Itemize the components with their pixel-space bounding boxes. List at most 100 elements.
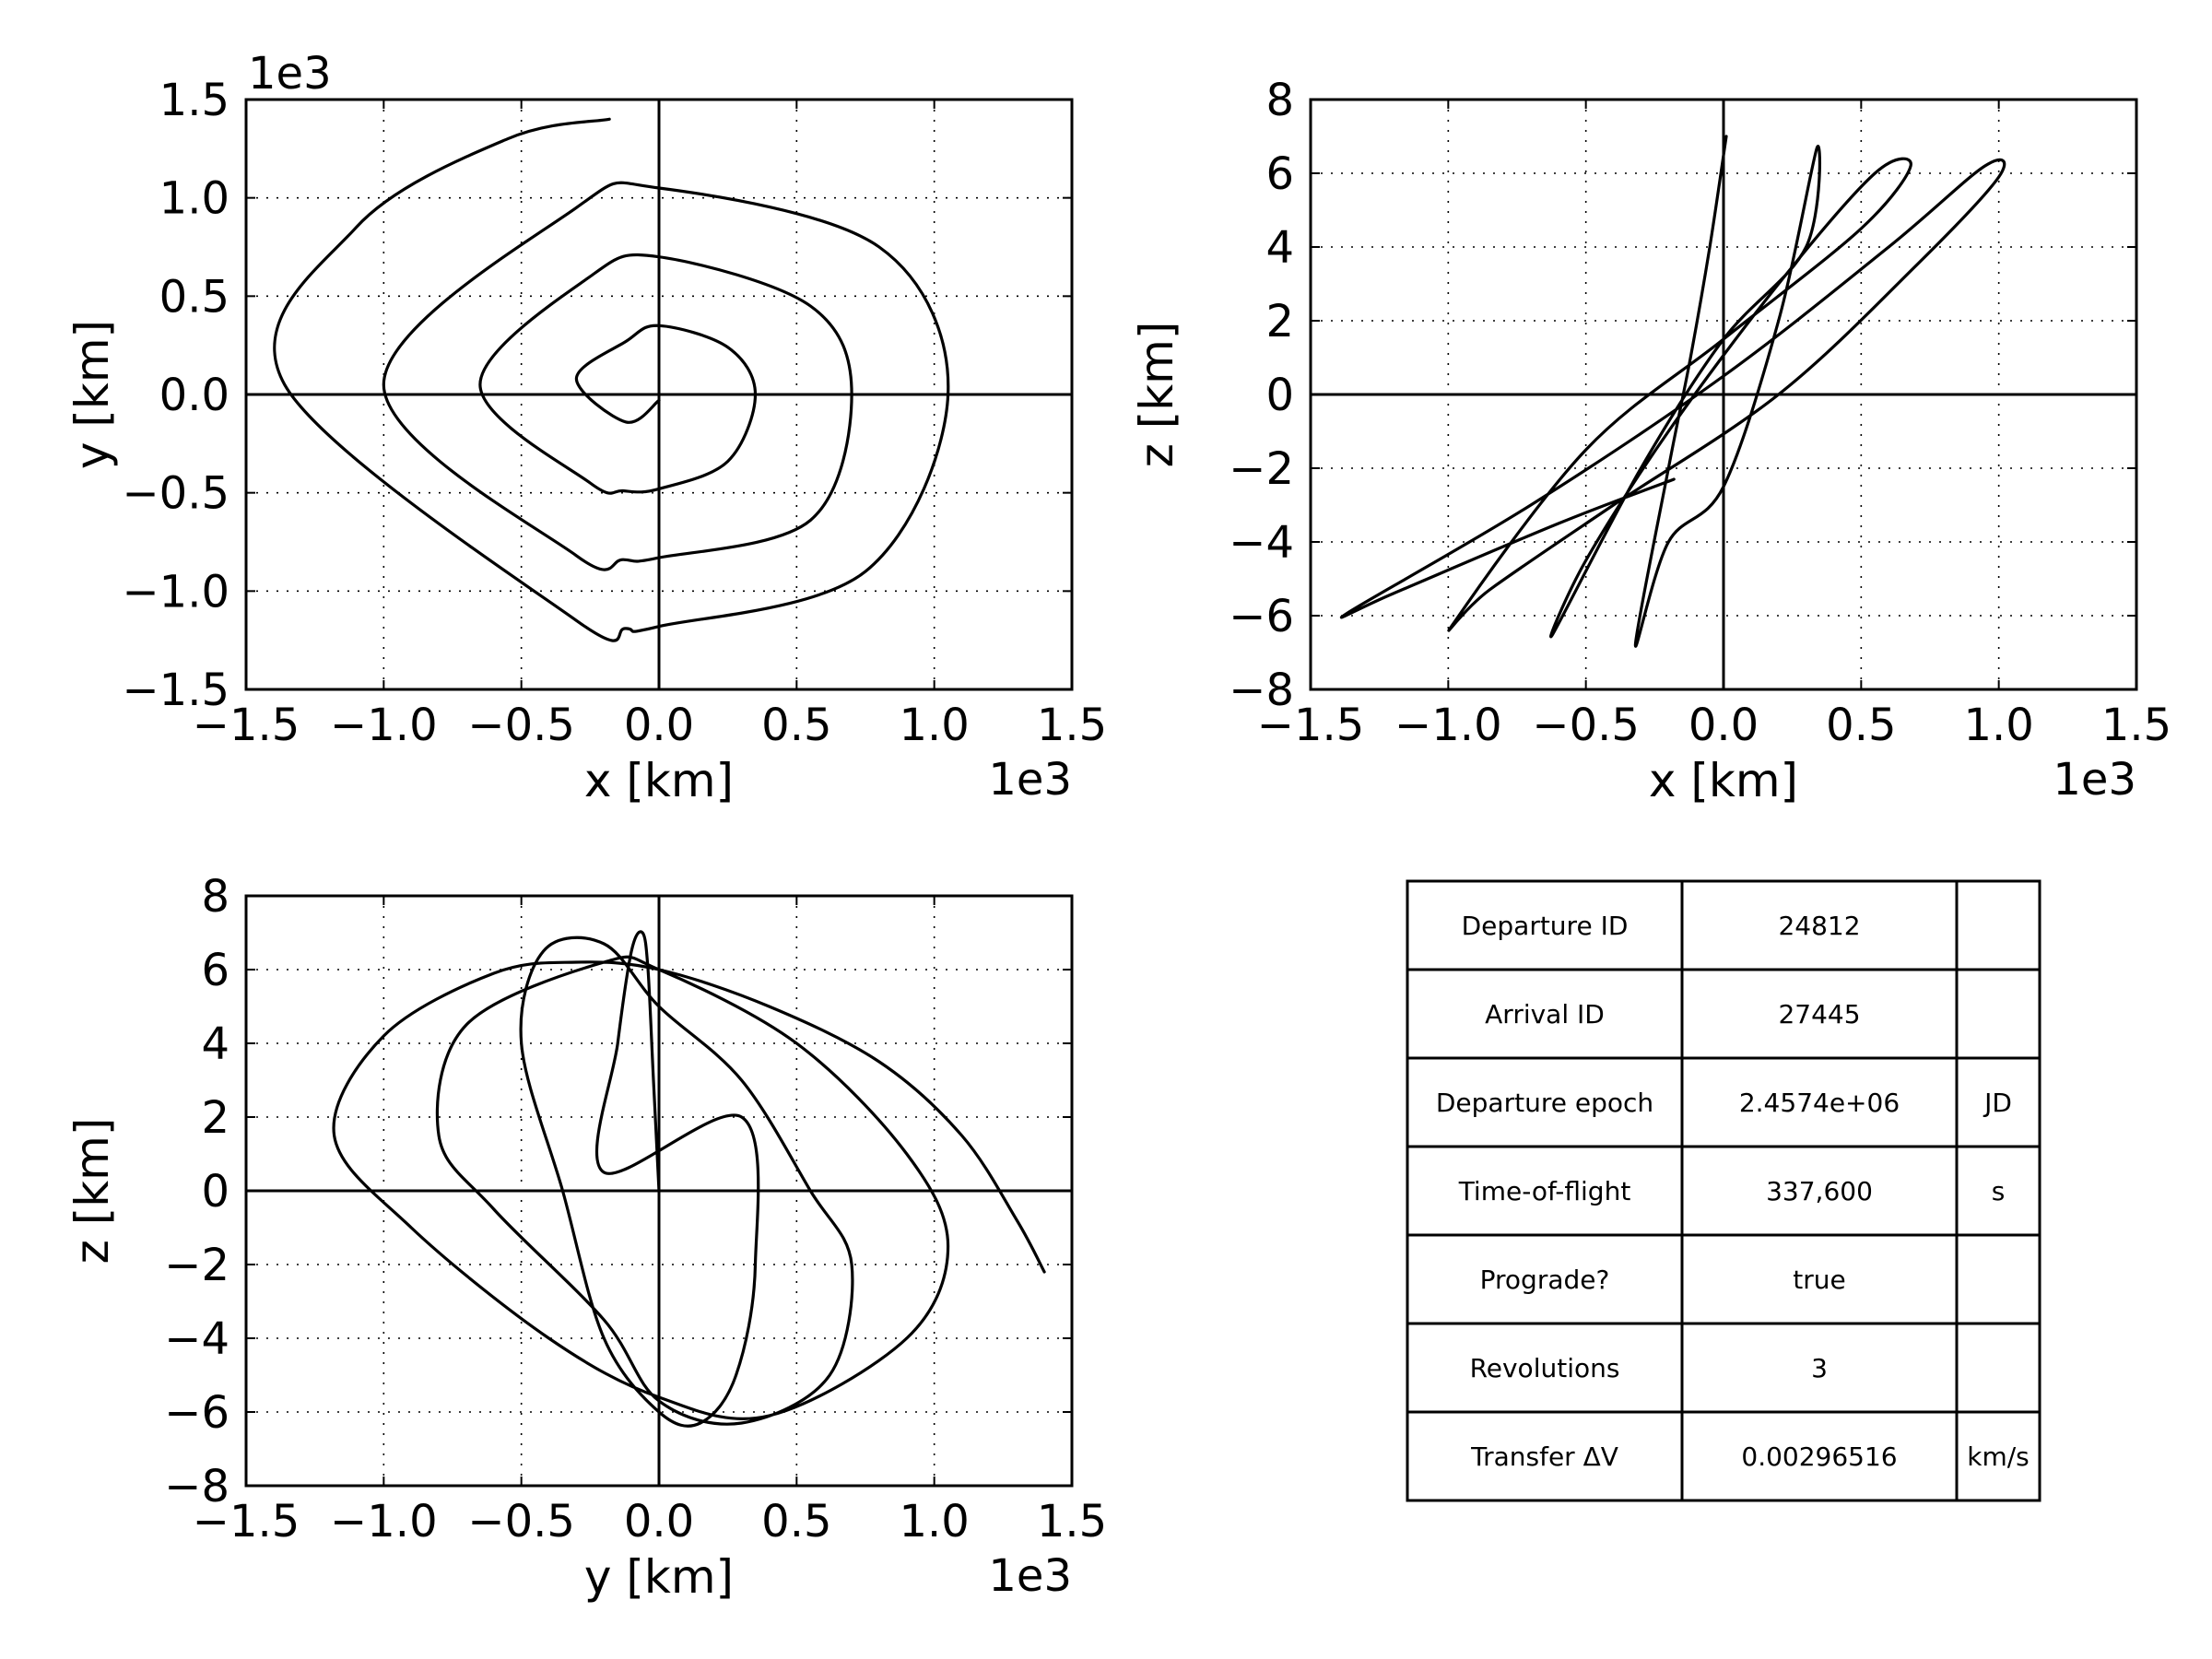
x-offset-label: 1e3: [988, 1550, 1072, 1602]
table-cell: [1680, 1145, 1959, 1237]
x-tick-label: 0.0: [1688, 700, 1759, 751]
table-cell-text: Departure ID: [1462, 911, 1629, 941]
table-cell-text: Prograde?: [1480, 1265, 1610, 1295]
table-cell: [1955, 1410, 2041, 1502]
table-cell-text: km/s: [1967, 1441, 2030, 1472]
table-cell-text: 24812: [1778, 911, 1860, 941]
x-tick-label: −1.5: [1257, 700, 1365, 751]
table-cell: [1680, 1233, 1959, 1325]
y-tick-label: 4: [1265, 222, 1294, 274]
table-cell: [1680, 879, 1959, 971]
y-offset-label: 1e3: [248, 48, 332, 100]
y-tick-label: 8: [201, 871, 229, 923]
table-cell: [1680, 968, 1959, 1060]
panel-yz: −1.5 −1.0 −0.5 0.0 0.5 1.0 1.5 −8 −6 −4 −2 0 2 4 6 8 y […: [65, 871, 1107, 1604]
y-tick-label: −2: [164, 1240, 229, 1291]
x-tick-label: −0.5: [1532, 700, 1640, 751]
y-tick-label: −4: [1229, 517, 1294, 569]
y-tick-label: 1.5: [159, 75, 229, 126]
table-cell-text: 2.4574e+06: [1739, 1088, 1900, 1118]
table-row: Arrival ID 27445: [1406, 968, 2041, 1060]
x-tick-label: 0.0: [624, 1496, 694, 1547]
x-tick-label: 1.0: [899, 1496, 969, 1547]
y-tick-label: 0: [201, 1166, 229, 1218]
table-cell-text: 337,600: [1766, 1176, 1873, 1206]
y-tick-label: −6: [164, 1387, 229, 1439]
summary-table: Departure ID 24812 Arrival ID 27445 Departur…: [1406, 879, 2041, 1502]
y-tick-label: −0.5: [122, 468, 229, 520]
y-tick-label: 1.0: [159, 173, 229, 225]
table-cell: [1955, 1322, 2041, 1414]
table-row: Departure ID 24812: [1406, 879, 2041, 971]
panel-xy: −1.5 −1.0 −0.5 0.0 0.5 1.0 1.5 −1.5 −1.0 −0.5 0.0 0…: [65, 48, 1107, 807]
table-cell-text: Arrival ID: [1485, 999, 1605, 1030]
y-tick-label: −4: [164, 1313, 229, 1365]
trajectory-series: [332, 930, 1046, 1428]
table-cell-text: Departure epoch: [1436, 1088, 1653, 1118]
panel-xz: −1.5 −1.0 −0.5 0.0 0.5 1.0 1.5 −8 −6 −4 −2 0 2 4 6 8 x […: [1130, 75, 2171, 807]
table-cell: [1955, 1145, 2041, 1237]
table-cell-text: JD: [1983, 1088, 2012, 1118]
table-row: Prograde? true: [1406, 1233, 2041, 1325]
y-axis-label: z [km]: [1130, 322, 1183, 468]
x-tick-label: 1.0: [899, 700, 969, 751]
table-cell: [1955, 879, 2041, 971]
table-cell-text: s: [1992, 1176, 2006, 1206]
y-tick-label: 4: [201, 1018, 229, 1070]
x-tick-label: −1.0: [330, 700, 438, 751]
table-cell-text: Transfer ΔV: [1470, 1441, 1618, 1472]
table-cell: [1406, 1322, 1684, 1414]
x-tick-label: 0.5: [1826, 700, 1896, 751]
y-tick-label: −1.0: [122, 566, 229, 618]
x-tick-label: 1.5: [1037, 700, 1107, 751]
x-offset-label: 1e3: [2053, 754, 2136, 806]
x-tick-label: −0.5: [467, 700, 575, 751]
y-tick-label: −2: [1229, 443, 1294, 495]
y-tick-label: −8: [164, 1461, 229, 1512]
trajectory-series: [273, 117, 950, 642]
x-tick-label: −1.5: [193, 1496, 300, 1547]
table-cell: [1406, 879, 1684, 971]
table-cell-text: Revolutions: [1470, 1353, 1620, 1383]
y-tick-label: 0: [1265, 370, 1294, 421]
y-tick-label: 6: [1265, 148, 1294, 200]
y-tick-label: −1.5: [122, 665, 229, 716]
table-row: Transfer ΔV 0.00296516 km/s: [1406, 1410, 2041, 1502]
table-cell: [1955, 968, 2041, 1060]
x-tick-label: 1.5: [1037, 1496, 1107, 1547]
table-cell-text: 3: [1811, 1353, 1828, 1383]
table-cell-text: 27445: [1778, 999, 1860, 1030]
x-tick-label: 1.0: [1963, 700, 2033, 751]
y-tick-label: 0.0: [159, 370, 229, 421]
table-cell: [1406, 1410, 1684, 1502]
y-tick-label: 2: [201, 1092, 229, 1144]
x-axis-label: x [km]: [1649, 754, 1798, 807]
y-tick-label: −6: [1229, 591, 1294, 642]
table-cell: [1680, 1410, 1959, 1502]
x-tick-label: 1.5: [2101, 700, 2171, 751]
x-tick-label: −0.5: [467, 1496, 575, 1547]
table-cell-text: Time-of-flight: [1458, 1176, 1631, 1206]
table-cell-text: true: [1793, 1265, 1845, 1295]
y-tick-label: 6: [201, 945, 229, 996]
y-axis-label: y [km]: [65, 320, 119, 469]
table-cell: [1955, 1233, 2041, 1325]
y-tick-label: −8: [1229, 665, 1294, 716]
table-row: Revolutions 3: [1406, 1322, 2041, 1414]
x-tick-label: 0.5: [761, 1496, 831, 1547]
table-row: Time-of-flight 337,600 s: [1406, 1145, 2041, 1237]
x-tick-label: −1.5: [193, 700, 300, 751]
table-cell-text: 0.00296516: [1741, 1441, 1897, 1472]
table-row: Departure epoch 2.4574e+06 JD: [1406, 1056, 2041, 1148]
y-axis-label: z [km]: [65, 1118, 119, 1265]
x-tick-label: 0.0: [624, 700, 694, 751]
x-tick-label: −1.0: [1394, 700, 1502, 751]
x-tick-label: 0.5: [761, 700, 831, 751]
y-tick-label: 0.5: [159, 271, 229, 323]
x-axis-label: y [km]: [584, 1550, 734, 1604]
y-tick-label: 8: [1265, 75, 1294, 126]
y-tick-label: 2: [1265, 296, 1294, 347]
x-axis-label: x [km]: [584, 754, 734, 807]
trajectory-series: [1340, 135, 2006, 648]
